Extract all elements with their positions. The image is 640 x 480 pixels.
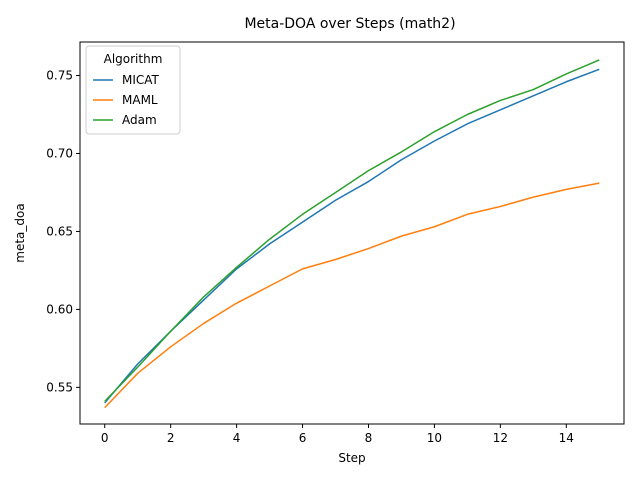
x-tick-label: 8 xyxy=(365,431,373,445)
x-tick-label: 10 xyxy=(427,431,442,445)
x-tick-label: 4 xyxy=(233,431,241,445)
y-tick-label: 0.65 xyxy=(46,224,73,238)
x-tick-label: 12 xyxy=(493,431,508,445)
x-tick-label: 14 xyxy=(559,431,574,445)
plot-frame xyxy=(79,41,625,425)
legend-label-micat: MICAT xyxy=(122,73,160,87)
series-line-micat xyxy=(104,68,600,404)
y-axis-label: meta_doa xyxy=(13,203,27,262)
x-axis-label: Step xyxy=(338,451,365,465)
y-tick-label: 0.75 xyxy=(46,69,73,83)
legend-title: Algorithm xyxy=(104,52,163,66)
series-line-maml xyxy=(104,182,600,409)
y-tick-label: 0.55 xyxy=(46,380,73,394)
legend: Algorithm MICAT MAML Adam xyxy=(85,45,181,135)
legend-label-maml: MAML xyxy=(122,93,158,107)
legend-box xyxy=(85,45,181,135)
x-tick-label: 0 xyxy=(101,431,109,445)
x-tick-label: 6 xyxy=(299,431,307,445)
chart-title: Meta-DOA over Steps (math2) xyxy=(244,16,455,32)
series-line-adam xyxy=(104,59,600,402)
y-tick-label: 0.70 xyxy=(46,146,73,160)
legend-label-adam: Adam xyxy=(122,113,157,127)
x-tick-label: 2 xyxy=(167,431,175,445)
y-tick-label: 0.60 xyxy=(46,302,73,316)
